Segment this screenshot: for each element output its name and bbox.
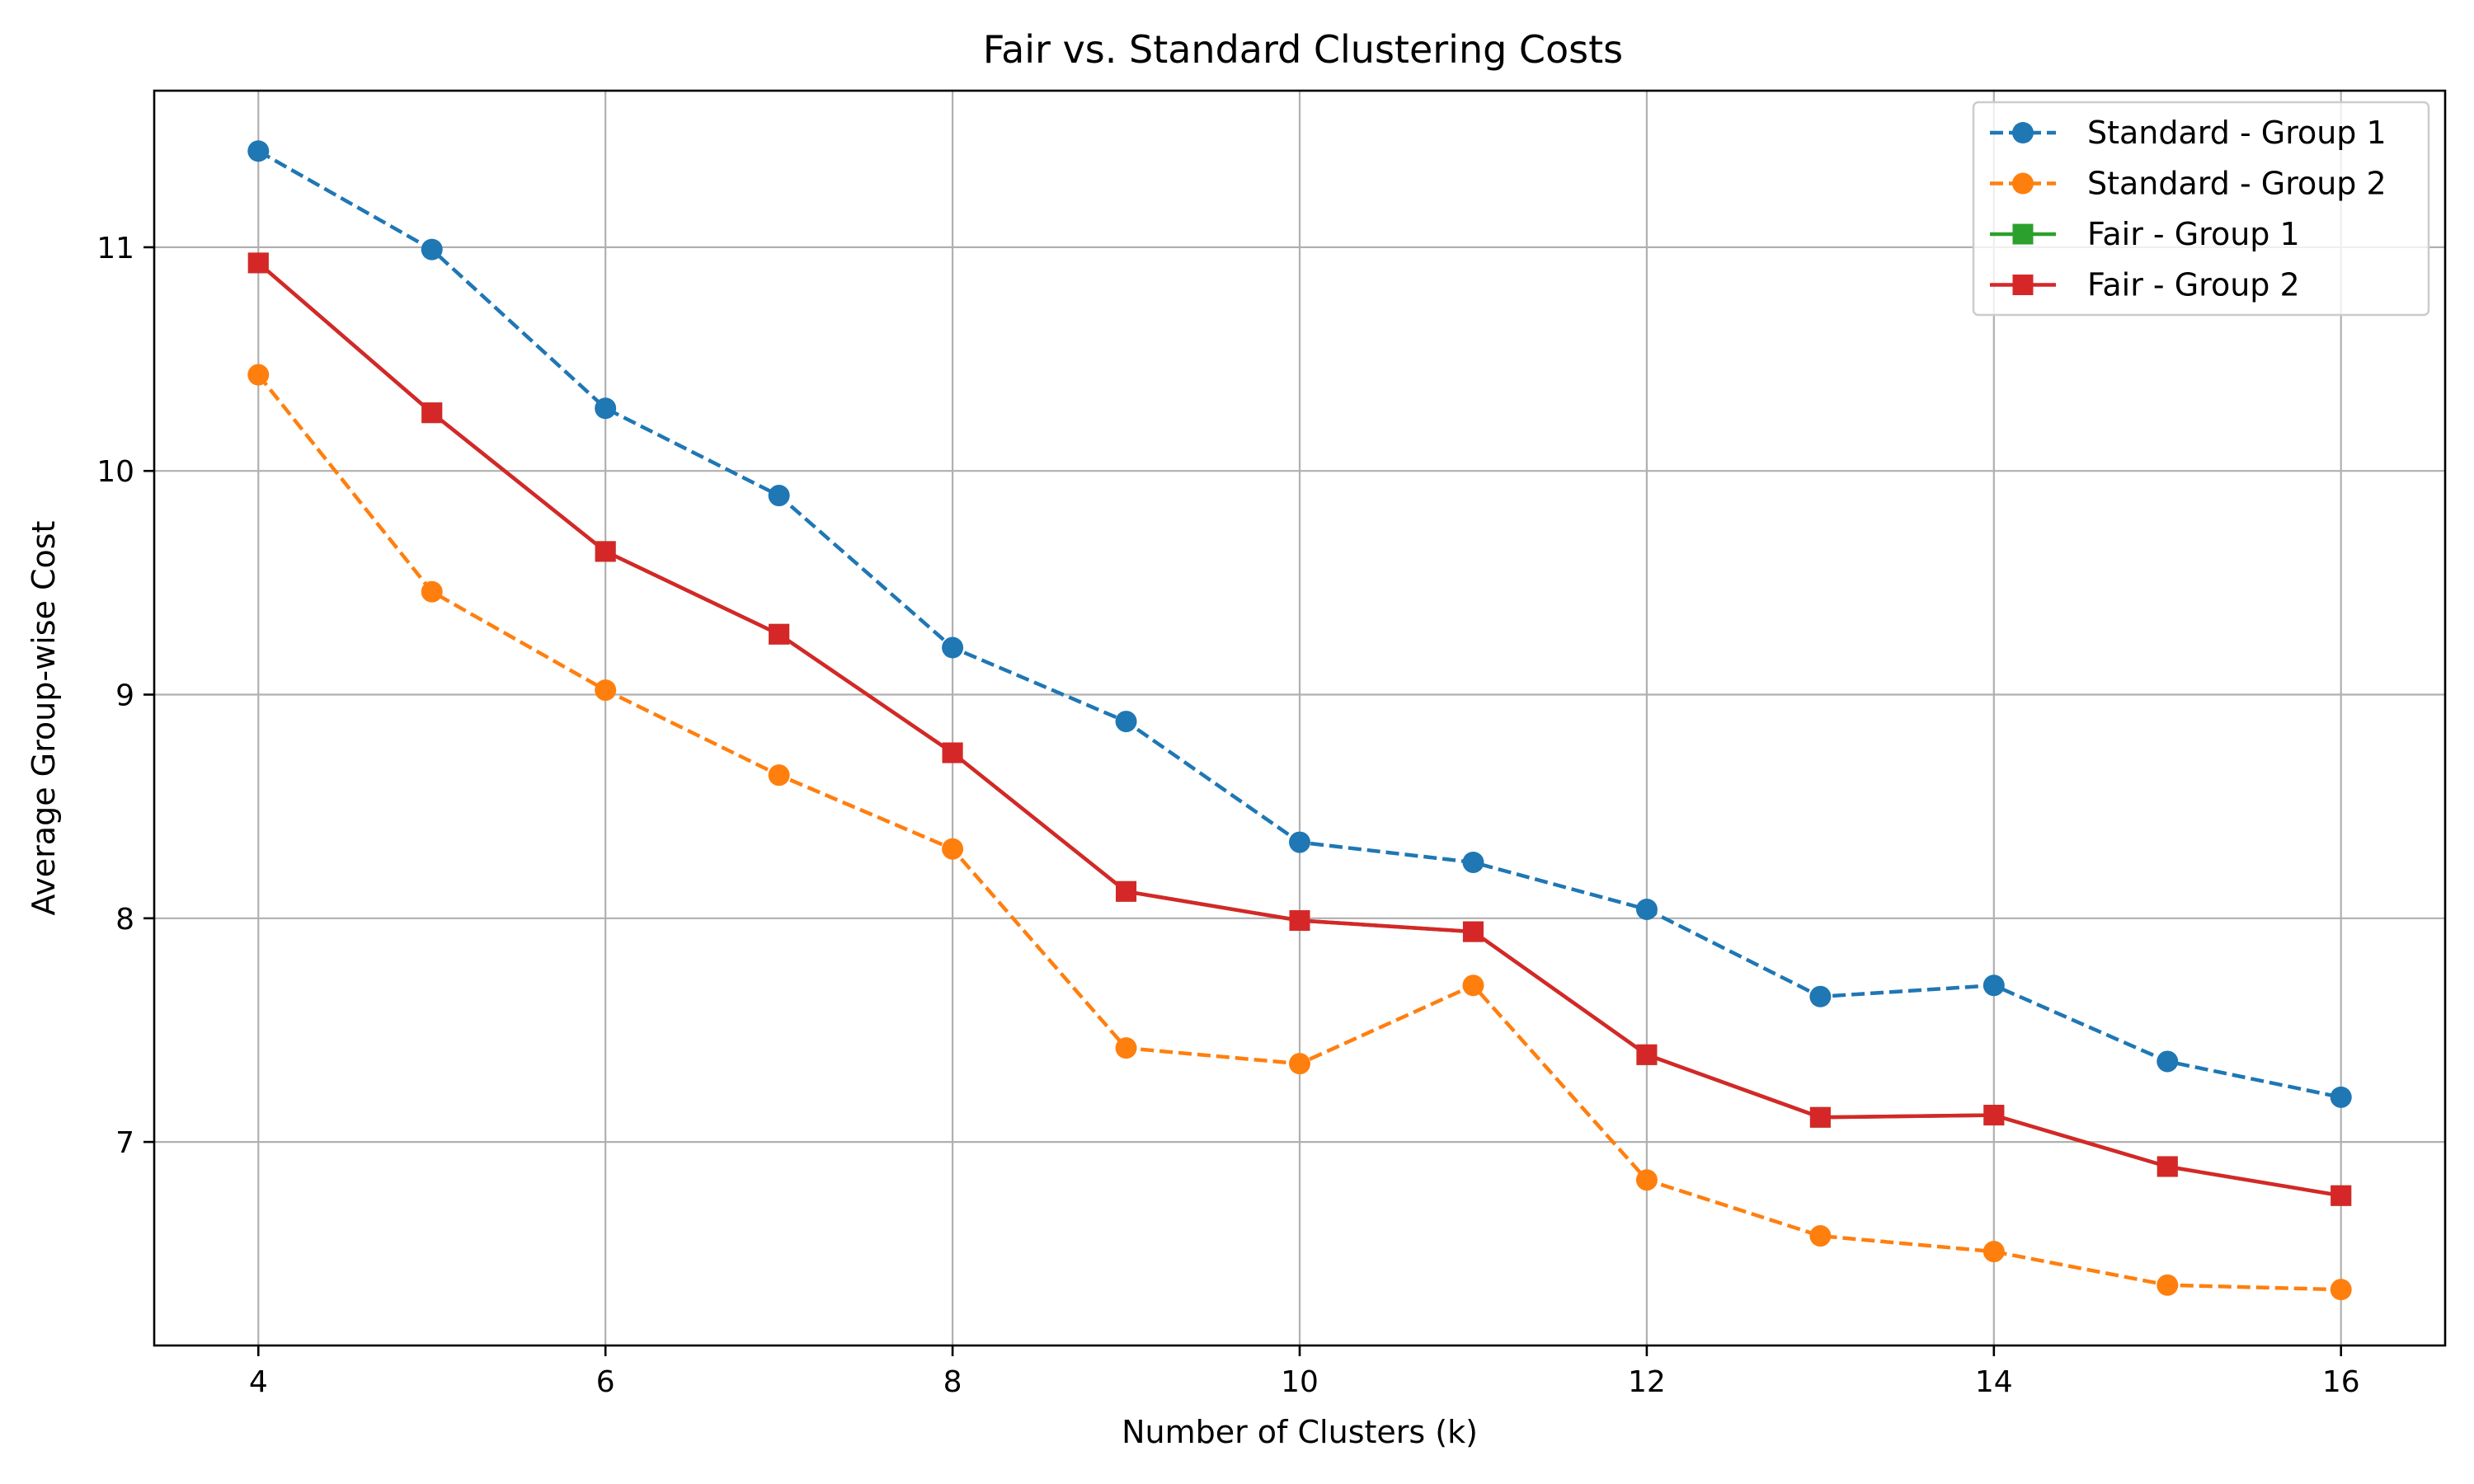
data-point: [2330, 1279, 2352, 1301]
legend-marker: [2012, 223, 2034, 245]
data-point: [1289, 831, 1310, 853]
data-point: [421, 238, 443, 261]
plot-series: [247, 140, 2352, 1301]
data-point: [768, 764, 790, 787]
chart-title: Fair vs. Standard Clustering Costs: [983, 27, 1623, 72]
data-point: [942, 838, 964, 860]
data-point: [768, 485, 790, 507]
data-point: [247, 364, 270, 386]
x-axis-label: Number of Clusters (k): [1122, 1414, 1478, 1450]
data-point: [1462, 974, 1484, 997]
x-tick-label: 4: [249, 1365, 268, 1399]
y-tick-label: 7: [115, 1126, 134, 1160]
series-4: [247, 252, 2352, 1206]
data-point: [942, 636, 964, 659]
data-point: [1289, 1053, 1310, 1075]
data-point: [2331, 1185, 2352, 1206]
y-tick-label: 11: [96, 232, 134, 265]
legend-marker: [2012, 122, 2034, 143]
data-point: [1983, 1105, 2005, 1126]
legend-item: Standard - Group 2: [1990, 166, 2387, 202]
data-point: [1636, 1044, 1658, 1065]
data-point: [942, 742, 963, 763]
series-1: [247, 140, 2352, 1108]
data-point: [421, 580, 443, 603]
data-point: [1635, 898, 1658, 920]
legend-marker: [2012, 172, 2034, 195]
legend-box: [1972, 101, 2430, 317]
data-point: [769, 623, 790, 645]
legend-label: Standard - Group 2: [2087, 166, 2387, 202]
data-point: [1462, 851, 1484, 873]
data-point: [1116, 881, 1137, 902]
data-point: [1115, 1037, 1137, 1059]
data-point: [2157, 1274, 2179, 1296]
legend-label: Fair - Group 2: [2087, 267, 2300, 303]
legend-label: Fair - Group 1: [2087, 216, 2300, 252]
y-tick-label: 8: [115, 903, 134, 937]
legend-item: Fair - Group 2: [1990, 267, 2300, 303]
data-point: [595, 397, 617, 420]
x-tick-label: 16: [2322, 1365, 2360, 1399]
x-tick-label: 10: [1281, 1365, 1319, 1399]
data-point: [247, 252, 269, 274]
x-tick-label: 8: [943, 1365, 962, 1399]
data-point: [1462, 921, 1484, 942]
x-tick-label: 6: [596, 1365, 615, 1399]
data-point: [1982, 1241, 2005, 1263]
series-2: [247, 364, 2352, 1301]
data-point: [1115, 711, 1137, 733]
legend-label: Standard - Group 1: [2087, 115, 2387, 151]
axis-ticks: 4 6 8 10 12 14 16 7 8 9 10 11: [96, 232, 2359, 1399]
data-point: [1289, 910, 1310, 932]
data-point: [1809, 1106, 1831, 1128]
y-axis-label: Average Group-wise Cost: [26, 521, 62, 916]
data-point: [1809, 1225, 1832, 1247]
data-point: [2157, 1050, 2179, 1073]
legend: Standard - Group 1 Standard - Group 2 Fair…: [1972, 101, 2430, 317]
legend-item: Standard - Group 1: [1990, 115, 2387, 151]
y-tick-label: 9: [115, 679, 134, 713]
data-point: [2330, 1086, 2352, 1108]
data-point: [1809, 985, 1832, 1007]
legend-item: Fair - Group 1: [1990, 216, 2300, 252]
data-point: [1982, 974, 2005, 997]
data-point: [1635, 1169, 1658, 1191]
x-tick-label: 12: [1628, 1365, 1666, 1399]
data-point: [421, 402, 443, 424]
data-point: [2157, 1156, 2178, 1177]
legend-marker: [2012, 275, 2034, 295]
data-point: [247, 140, 270, 162]
data-point: [595, 541, 616, 562]
data-point: [595, 679, 617, 702]
y-tick-label: 10: [96, 455, 134, 489]
x-tick-label: 14: [1975, 1365, 2013, 1399]
